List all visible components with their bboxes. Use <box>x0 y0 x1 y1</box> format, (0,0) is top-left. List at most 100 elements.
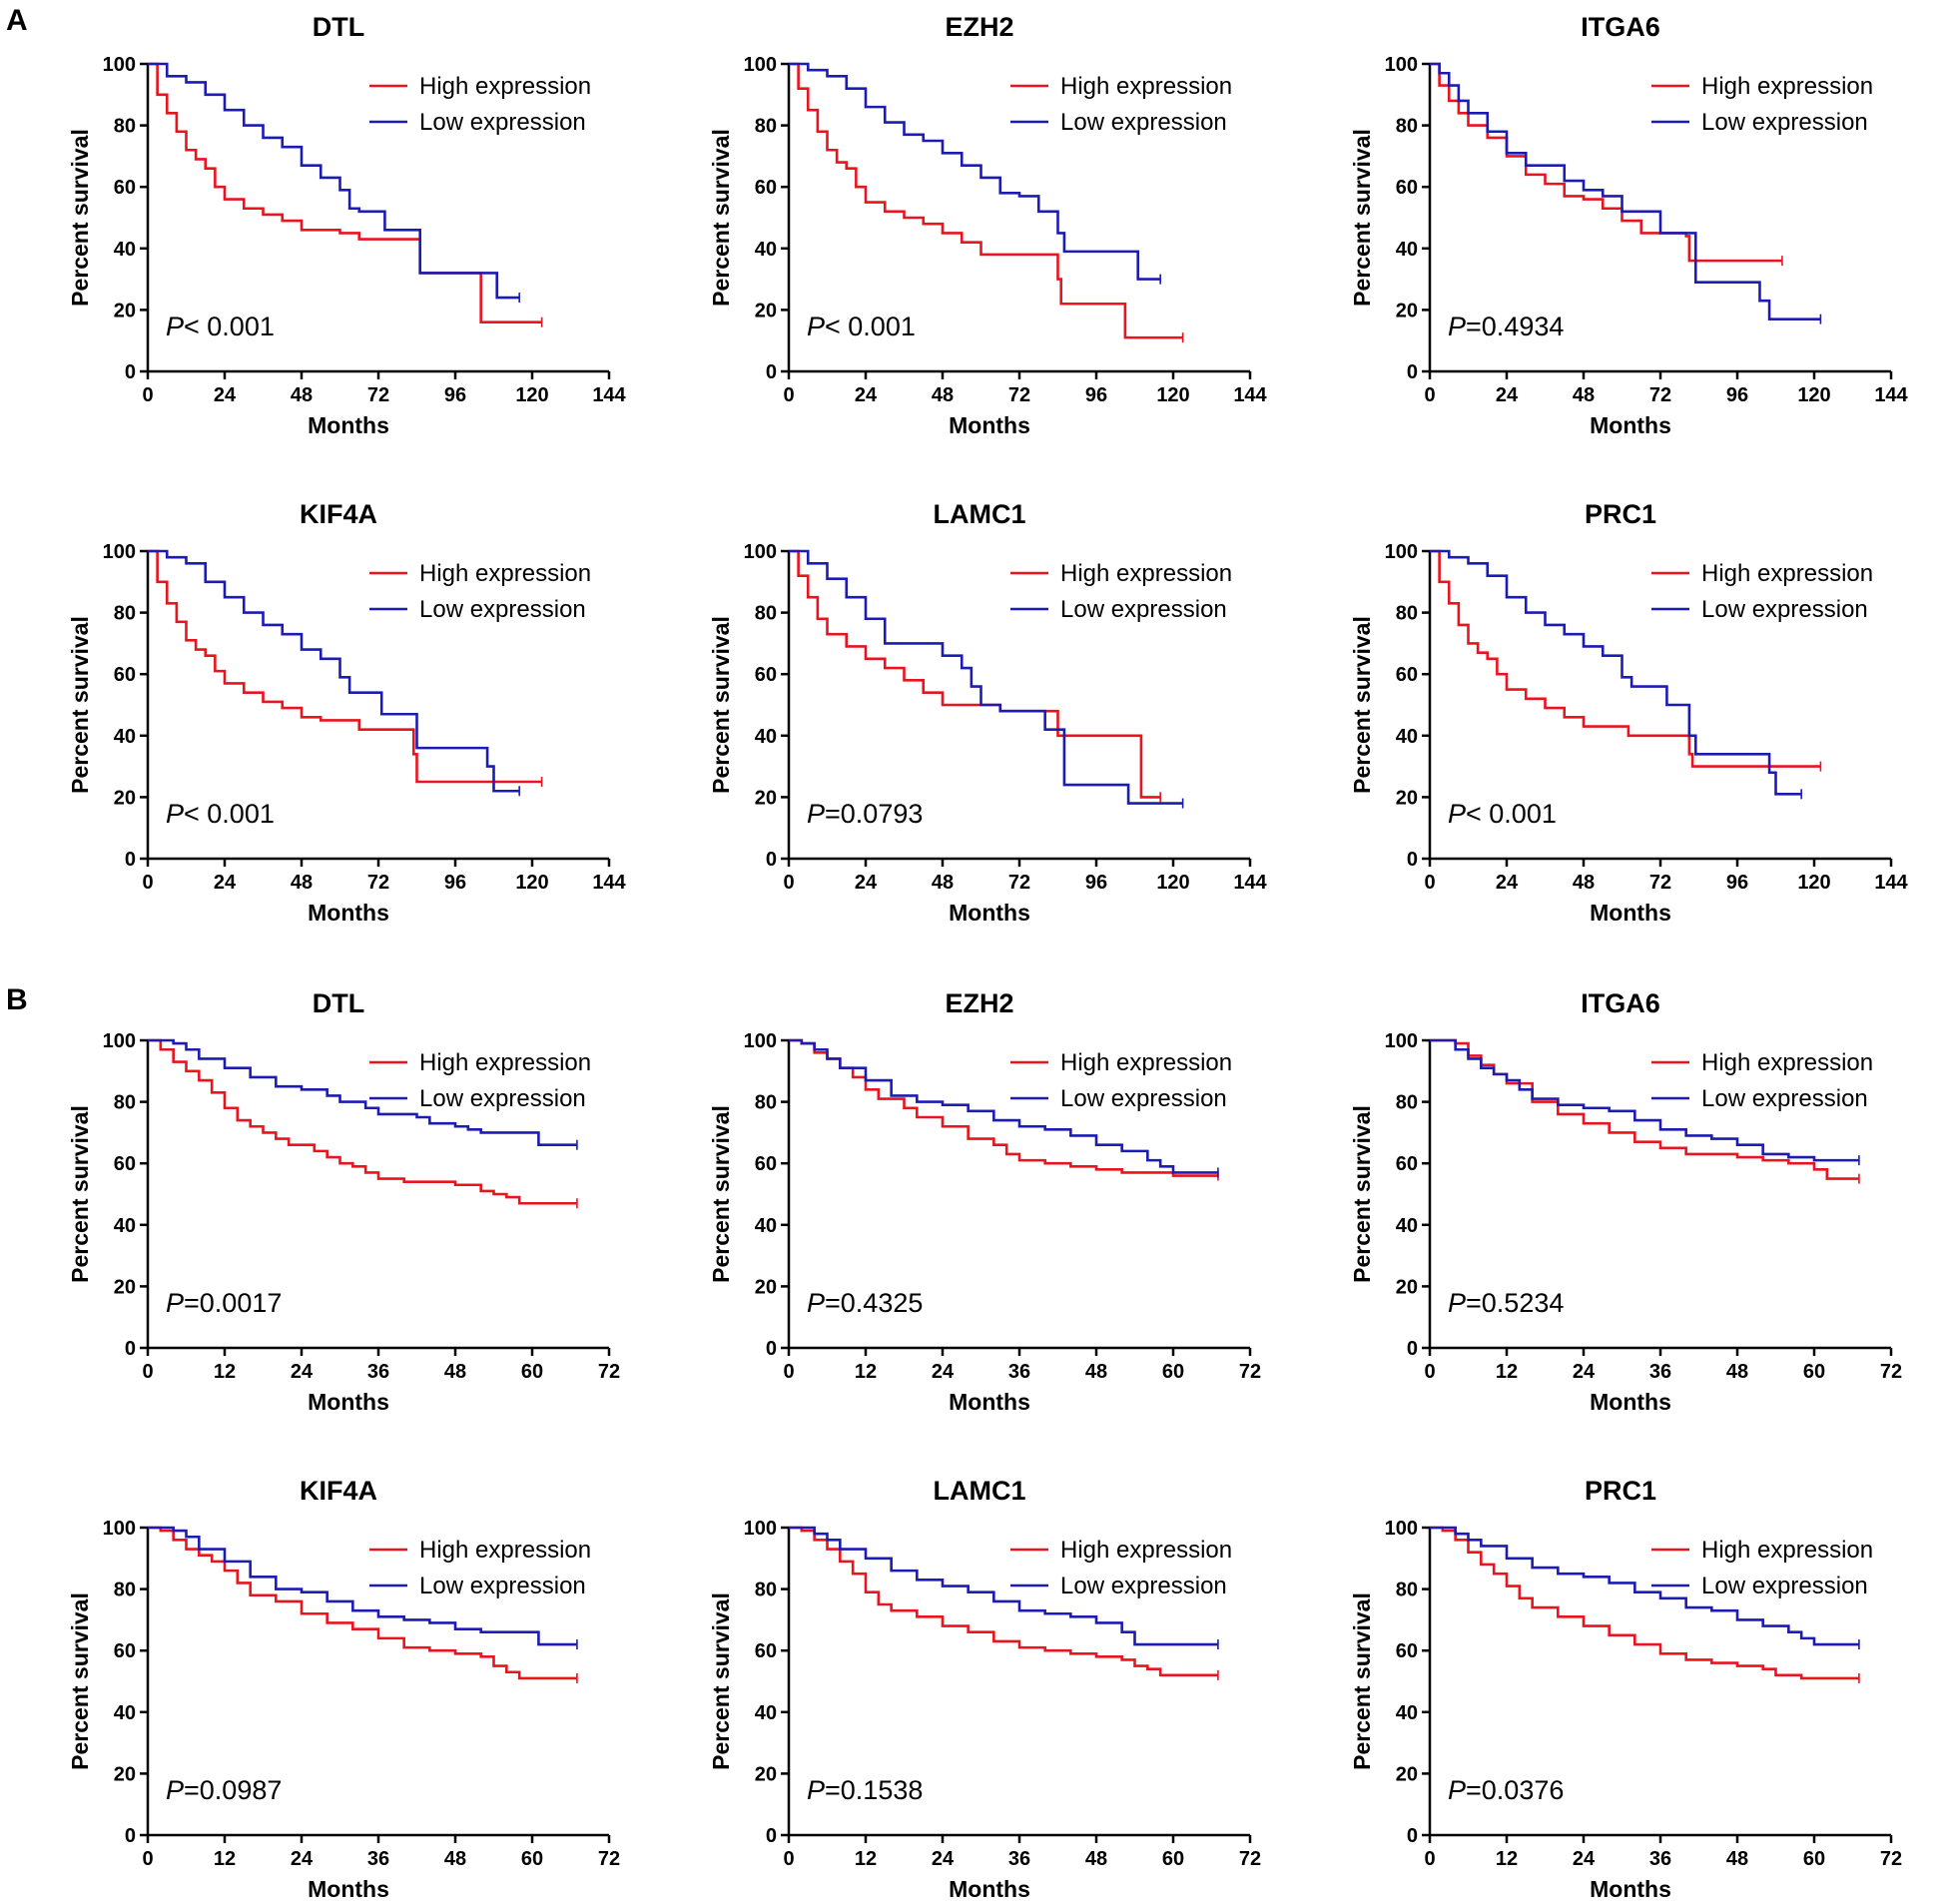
p-value: P< 0.001 <box>166 799 275 829</box>
y-tick-label: 40 <box>114 726 136 748</box>
chart-a-dtl: DTL 0 20 40 60 80 100 0 24 48 72 96 120 144 Months Perc… <box>67 12 627 438</box>
x-axis-title: Months <box>949 900 1030 926</box>
y-tick-label: 100 <box>103 1518 136 1540</box>
legend-label-low: Low expression <box>1060 109 1227 136</box>
x-tick-label: 24 <box>1496 872 1519 894</box>
y-tick-label: 0 <box>125 1825 136 1847</box>
x-tick-label: 120 <box>1797 872 1830 894</box>
survival-curve-low <box>148 549 520 793</box>
x-tick-label: 48 <box>291 384 313 406</box>
x-tick-label: 24 <box>214 872 237 894</box>
legend-label-low: Low expression <box>1060 1573 1227 1599</box>
y-axis-title: Percent survival <box>67 1105 93 1283</box>
p-symbol: P <box>807 1775 825 1805</box>
survival-curve-low <box>1430 1038 1859 1162</box>
chart-b-lamc1: LAMC1 0 20 40 60 80 100 0 12 24 36 48 60 72 Months Perc… <box>708 1476 1261 1902</box>
p-symbol: P <box>1448 1775 1466 1805</box>
legend-label-low: Low expression <box>419 596 586 623</box>
chart-a-ezh2: EZH2 0 20 40 60 80 100 0 24 48 72 96 120 144 Months Per… <box>708 12 1268 438</box>
x-tick-label: 0 <box>1424 872 1435 894</box>
y-axis-title: Percent survival <box>67 616 93 794</box>
x-tick-label: 36 <box>367 1848 389 1870</box>
x-tick-label: 0 <box>783 384 794 406</box>
y-tick-label: 40 <box>114 1215 136 1237</box>
y-tick-label: 20 <box>755 1763 777 1785</box>
x-tick-label: 48 <box>1726 1848 1748 1870</box>
x-tick-label: 0 <box>142 1361 153 1383</box>
x-tick-label: 72 <box>1239 1361 1261 1383</box>
p-value-text: =0.1538 <box>825 1775 923 1805</box>
chart-title: ITGA6 <box>1581 988 1660 1018</box>
y-tick-label: 100 <box>744 1518 777 1540</box>
y-tick-label: 100 <box>1385 54 1418 76</box>
y-tick-label: 40 <box>1396 726 1418 748</box>
p-value-text: =0.0376 <box>1466 1775 1564 1805</box>
x-tick-label: 0 <box>1424 384 1435 406</box>
survival-curve-low <box>148 1038 577 1147</box>
x-tick-label: 72 <box>1008 384 1030 406</box>
chart-title: DTL <box>313 988 364 1018</box>
y-axis-title: Percent survival <box>67 1592 93 1770</box>
legend-label-high: High expression <box>1701 560 1873 587</box>
x-tick-label: 48 <box>1085 1361 1107 1383</box>
y-tick-label: 80 <box>1396 116 1418 138</box>
y-tick-label: 20 <box>1396 1763 1418 1785</box>
y-tick-label: 20 <box>1396 1276 1418 1298</box>
x-tick-label: 24 <box>932 1361 955 1383</box>
chart-b-dtl: DTL 0 20 40 60 80 100 0 12 24 36 48 60 72 Months Percen… <box>67 988 620 1415</box>
x-tick-label: 36 <box>1008 1848 1030 1870</box>
x-axis-title: Months <box>308 412 389 438</box>
x-tick-label: 96 <box>1726 872 1748 894</box>
x-axis-title: Months <box>308 1876 389 1902</box>
y-tick-label: 100 <box>103 541 136 563</box>
chart-title: KIF4A <box>300 499 377 529</box>
chart-title: PRC1 <box>1585 499 1656 529</box>
survival-curve-high <box>1430 1038 1859 1180</box>
x-tick-label: 48 <box>932 872 954 894</box>
x-tick-label: 60 <box>1803 1848 1825 1870</box>
p-value-text: =0.5234 <box>1466 1288 1564 1318</box>
p-symbol: P <box>166 799 184 829</box>
p-symbol: P <box>1448 1288 1466 1318</box>
x-tick-label: 72 <box>1880 1361 1902 1383</box>
y-tick-label: 0 <box>1407 361 1418 383</box>
survival-curve-low <box>789 1038 1218 1174</box>
x-tick-label: 60 <box>521 1848 543 1870</box>
x-tick-label: 12 <box>855 1848 877 1870</box>
x-tick-label: 24 <box>291 1361 314 1383</box>
survival-curve-high <box>1430 549 1821 768</box>
p-value: P< 0.001 <box>807 312 916 341</box>
y-tick-label: 80 <box>755 603 777 625</box>
chart-a-prc1: PRC1 0 20 40 60 80 100 0 24 48 72 96 120 144 Months Per… <box>1349 499 1909 926</box>
p-symbol: P <box>166 1288 184 1318</box>
survival-curve-low <box>1430 1526 1859 1646</box>
x-tick-label: 24 <box>291 1848 314 1870</box>
p-value: P=0.0376 <box>1448 1775 1564 1805</box>
y-axis-title: Percent survival <box>1349 1592 1375 1770</box>
y-tick-label: 40 <box>755 726 777 748</box>
p-value: P=0.4325 <box>807 1288 923 1318</box>
x-axis-title: Months <box>1590 1876 1671 1902</box>
x-tick-label: 0 <box>783 1361 794 1383</box>
x-axis-title: Months <box>1590 900 1671 926</box>
y-tick-label: 0 <box>1407 1825 1418 1847</box>
survival-curve-low <box>789 1526 1218 1646</box>
x-tick-label: 72 <box>367 872 389 894</box>
x-tick-label: 144 <box>592 384 626 406</box>
legend-label-low: Low expression <box>1701 1085 1868 1112</box>
y-tick-label: 0 <box>1407 1338 1418 1360</box>
legend-label-high: High expression <box>1060 73 1232 100</box>
x-tick-label: 120 <box>515 384 548 406</box>
chart-title: DTL <box>313 12 364 42</box>
y-tick-label: 20 <box>755 300 777 321</box>
panel-label-a: A <box>6 4 28 37</box>
legend-label-low: Low expression <box>1701 1573 1868 1599</box>
chart-a-itga6: ITGA6 0 20 40 60 80 100 0 24 48 72 96 120 144 Months Pe… <box>1349 12 1909 438</box>
p-value-text: < 0.001 <box>184 799 275 829</box>
chart-b-itga6: ITGA6 0 20 40 60 80 100 0 12 24 36 48 60 72 Months Perc… <box>1349 988 1902 1415</box>
x-tick-label: 72 <box>1649 872 1671 894</box>
y-axis-title: Percent survival <box>1349 1105 1375 1283</box>
p-symbol: P <box>807 312 825 341</box>
y-tick-label: 20 <box>114 300 136 321</box>
